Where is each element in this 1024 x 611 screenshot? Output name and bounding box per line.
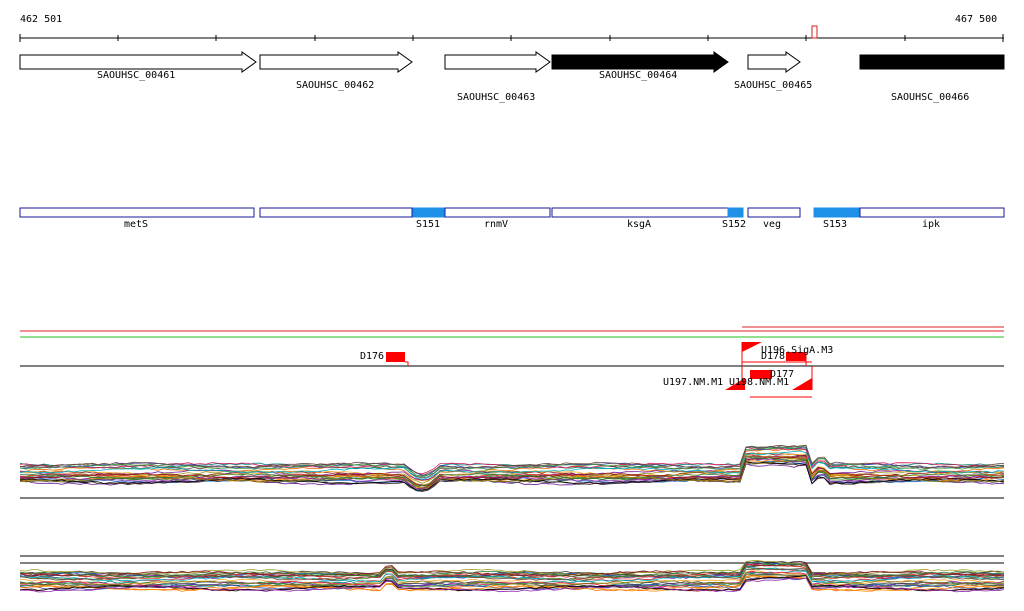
annotation-label-s153: S153 xyxy=(823,219,848,230)
feature-label-u197: U197.NM.M1 xyxy=(663,377,724,388)
feature-d176-tail xyxy=(405,361,409,366)
ruler xyxy=(19,25,1004,42)
expression-trace xyxy=(19,575,1005,592)
feature-d178[interactable] xyxy=(786,352,806,361)
feature-u196-marker[interactable] xyxy=(742,342,762,352)
annotation-box-ipk[interactable] xyxy=(859,207,1005,218)
expression-trace xyxy=(19,564,1005,578)
gene-label-saouhsc-00462: SAOUHSC_00462 xyxy=(296,80,375,91)
expression-track-1 xyxy=(19,444,1005,493)
expression-trace xyxy=(19,568,1005,581)
annotation-box-veg[interactable] xyxy=(747,207,801,218)
expression-trace xyxy=(19,461,1005,493)
expression-trace xyxy=(19,454,1005,484)
expression-trace xyxy=(19,463,1005,491)
gene-arrow-saouhsc-00464[interactable] xyxy=(551,51,729,73)
gene-label-saouhsc-00463: SAOUHSC_00463 xyxy=(457,92,536,103)
feature-label-d177: D177 xyxy=(770,369,795,380)
expression-trace xyxy=(19,444,1005,477)
annotation-box-s151[interactable] xyxy=(412,207,446,218)
expression-trace xyxy=(20,577,1005,593)
expression-trace xyxy=(19,563,1005,577)
annotation-label-ksga: ksgA xyxy=(627,219,652,230)
ruler-start-label: 462 501 xyxy=(20,14,63,25)
annotation-label-ipk: ipk xyxy=(922,219,941,230)
feature-u197-marker[interactable] xyxy=(725,378,745,390)
gene-arrow-saouhsc-00465[interactable] xyxy=(747,51,801,73)
annotation-track xyxy=(19,207,1005,218)
gene-label-saouhsc-00466: SAOUHSC_00466 xyxy=(891,92,970,103)
gene-arrow-saouhsc-00461[interactable] xyxy=(19,51,257,73)
gene-track xyxy=(19,51,1005,73)
annotation-label-veg: veg xyxy=(763,219,782,230)
gene-label-saouhsc-00464: SAOUHSC_00464 xyxy=(599,70,678,81)
annotation-box-s152[interactable] xyxy=(727,207,744,218)
gene-arrow-saouhsc-00463[interactable] xyxy=(444,51,551,73)
feature-label-d178: D178 xyxy=(761,351,786,362)
annotation-box-ksga[interactable] xyxy=(551,207,729,218)
expression-trace xyxy=(19,446,1005,475)
feature-label-d176: D176 xyxy=(360,351,385,362)
expression-trace xyxy=(19,561,1005,578)
annotation-box-mets[interactable] xyxy=(19,207,255,218)
expression-trace xyxy=(19,560,1005,576)
expression-trace xyxy=(19,450,1005,481)
annotation-box-unnamed[interactable] xyxy=(259,207,413,218)
gene-label-saouhsc-00465: SAOUHSC_00465 xyxy=(734,80,813,91)
feature-d176[interactable] xyxy=(386,352,405,362)
expression-trace xyxy=(19,574,1005,587)
expression-trace xyxy=(19,456,1005,487)
expression-trace xyxy=(19,445,1005,478)
gene-arrow-saouhsc-00466[interactable] xyxy=(859,54,1005,70)
annotation-label-s152: S152 xyxy=(722,219,747,230)
expression-track-2 xyxy=(19,560,1005,593)
feature-label-u196: U196.SigA.M3 xyxy=(761,345,834,356)
feature-d177[interactable] xyxy=(750,370,772,379)
expression-trace xyxy=(19,455,1005,487)
annotation-label-mets: metS xyxy=(124,219,149,230)
expression-trace xyxy=(19,454,1005,481)
annotation-label-s151: S151 xyxy=(416,219,441,230)
coverage-track-lines xyxy=(20,326,1004,367)
feature-track xyxy=(386,342,813,398)
feature-u198-marker[interactable] xyxy=(792,378,812,390)
annotation-label-rnmv: rnmV xyxy=(484,219,509,230)
feature-label-u198: U198.NM.M1 xyxy=(729,377,790,388)
annotation-box-s153[interactable] xyxy=(813,207,861,218)
annotation-box-rnmv[interactable] xyxy=(444,207,551,218)
position-marker[interactable] xyxy=(811,25,818,39)
gene-label-saouhsc-00461: SAOUHSC_00461 xyxy=(97,70,176,81)
gene-arrow-saouhsc-00462[interactable] xyxy=(259,51,413,73)
expression-trace xyxy=(19,461,1005,491)
ruler-end-label: 467 500 xyxy=(955,14,998,25)
